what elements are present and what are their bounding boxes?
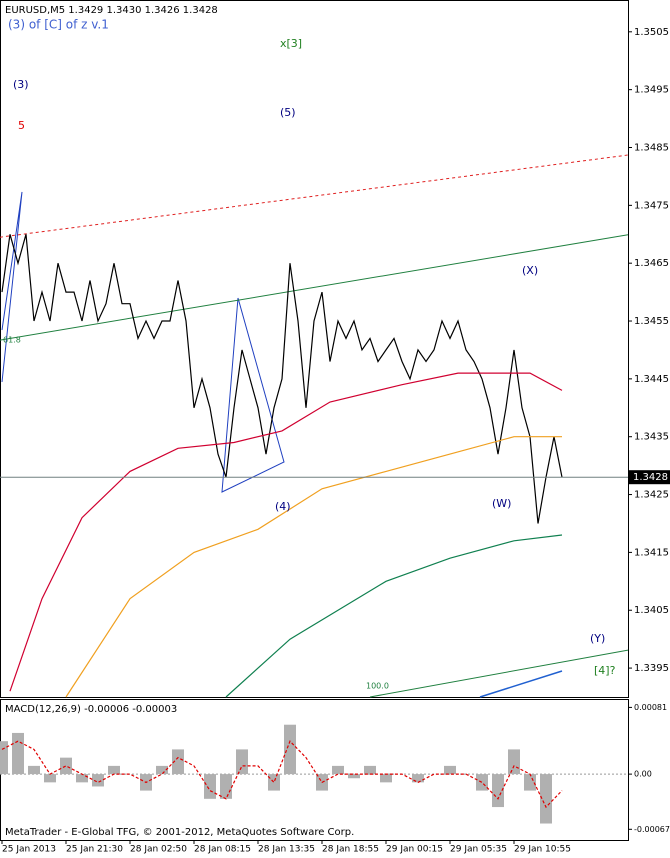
x-tick-label: 28 Jan 02:50 <box>130 845 187 855</box>
watermark: MetaTrader - E-Global TFG, © 2001-2012, … <box>5 827 354 838</box>
x-tick-label: 29 Jan 10:55 <box>514 845 571 855</box>
macd-bar <box>28 765 40 775</box>
wave-label: (5) <box>280 106 296 119</box>
macd-bar <box>220 774 232 799</box>
y-tick-label: 1.3455 <box>634 316 669 327</box>
y-tick-label: 1.3395 <box>634 663 669 674</box>
y-tick-label: 1.3495 <box>634 85 669 96</box>
last-price-box <box>629 470 670 485</box>
y-tick-label: 1.3435 <box>634 432 669 443</box>
x-tick-label: 25 Jan 21:30 <box>66 845 123 855</box>
trendline <box>0 234 629 341</box>
last-price-label: 1.3428 <box>633 472 668 483</box>
macd-bar <box>92 774 104 787</box>
price-line <box>1 234 563 524</box>
y-tick-label: 1.3505 <box>634 27 669 38</box>
macd-bar <box>284 724 296 775</box>
macd-bar <box>108 765 120 775</box>
macd-bar <box>156 765 168 775</box>
macd-bar <box>268 774 280 791</box>
wave-label: 61.8 <box>3 336 21 345</box>
macd-bar <box>444 765 456 775</box>
signal-line <box>1 740 563 809</box>
moving-average <box>225 534 563 698</box>
macd-bar <box>508 749 520 775</box>
wave-label: [4]? <box>594 664 616 677</box>
macd-bar <box>364 765 376 775</box>
macd-bar <box>348 774 360 779</box>
y-tick-label: 1.3415 <box>634 547 669 558</box>
wave-channel <box>1 191 23 383</box>
chart-title: EURUSD,M5 1.3429 1.3430 1.3426 1.3428 <box>5 5 218 16</box>
wave-label: 5 <box>18 119 25 132</box>
macd-title: MACD(12,26,9) -0.00006 -0.00003 <box>5 704 177 715</box>
macd-bar <box>44 774 56 783</box>
wave-label: (3) <box>13 78 29 91</box>
x-tick-label: 25 Jan 2013 <box>2 845 56 855</box>
wave-line <box>479 670 563 698</box>
trendline <box>369 649 629 698</box>
macd-bar <box>204 774 216 799</box>
macd-bar <box>60 757 72 775</box>
x-tick-label: 29 Jan 00:15 <box>386 845 443 855</box>
macd-bar <box>172 749 184 775</box>
wave-label: (X) <box>522 264 538 277</box>
x-tick-label: 28 Jan 08:15 <box>194 845 251 855</box>
wave-label: 100.0 <box>366 682 389 691</box>
wave-label: (4) <box>275 500 291 513</box>
wave-label: (W) <box>492 497 511 510</box>
macd-bar <box>476 774 488 791</box>
y-tick-label: 1.3475 <box>634 200 669 211</box>
macd-bar <box>524 774 536 791</box>
x-tick-label: 29 Jan 05:35 <box>450 845 507 855</box>
y-tick-label: 0.00081 <box>634 703 667 712</box>
macd-bar <box>540 774 552 824</box>
wave-label: (Y) <box>590 632 605 645</box>
macd-bar <box>492 774 504 808</box>
y-tick-label: 1.3485 <box>634 142 669 153</box>
wave-label: x[3] <box>280 37 302 50</box>
y-tick-label: 1.3445 <box>634 374 669 385</box>
moving-average <box>65 436 562 698</box>
macd-bar <box>236 749 248 775</box>
macd-bar <box>380 774 392 783</box>
y-tick-label: 1.3405 <box>634 605 669 616</box>
x-tick-label: 28 Jan 18:55 <box>322 845 379 855</box>
moving-average <box>9 372 563 692</box>
macd-bar <box>0 741 8 775</box>
y-tick-label: 1.3465 <box>634 258 669 269</box>
y-tick-label: 0.00 <box>634 770 652 779</box>
macd-bar <box>76 774 88 783</box>
price-frame <box>0 0 629 698</box>
y-tick-label: 1.3425 <box>634 490 669 501</box>
macd-bar <box>412 774 424 783</box>
macd-bar <box>332 765 344 775</box>
y-tick-label: -0.00067 <box>634 825 670 834</box>
macd-bar <box>12 732 24 775</box>
x-tick-label: 28 Jan 13:35 <box>258 845 315 855</box>
chart-subtitle: (3) of [C] of z v.1 <box>8 18 109 32</box>
